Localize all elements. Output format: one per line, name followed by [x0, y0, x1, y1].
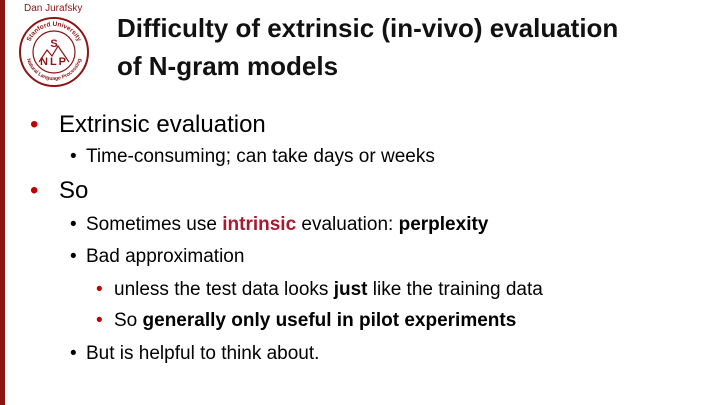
text-generally-only-useful: generally only useful in pilot experimen…: [142, 310, 517, 331]
logo-letter-n: N: [40, 56, 50, 68]
bullet-pilot-experiments: So generally only useful in pilot experi…: [114, 310, 516, 332]
text-evaluation: evaluation:: [296, 214, 399, 235]
bullet-bad-approximation: Bad approximation: [86, 246, 245, 267]
bullet-marker: •: [30, 177, 39, 204]
bullet-marker: •: [96, 310, 103, 331]
logo-letter-s: S: [50, 38, 57, 50]
text-like-training: like the training data: [367, 279, 543, 300]
author-name: Dan Jurafsky: [24, 3, 83, 14]
svg-text:NLP: NLP: [40, 56, 68, 68]
stanford-nlp-logo: Stanford University Natural Language Pro…: [19, 17, 89, 87]
text-perplexity: perplexity: [398, 214, 489, 235]
logo-letter-p: P: [59, 56, 68, 68]
left-border-bar: [0, 0, 5, 405]
bullet-extrinsic-evaluation: Extrinsic evaluation: [59, 111, 266, 138]
slide-title: Difficulty of extrinsic (in-vivo) evalua…: [117, 9, 707, 85]
bullet-marker: •: [70, 214, 77, 235]
bullet-so: So: [59, 177, 89, 204]
bullet-marker: •: [96, 279, 103, 300]
text-just: just: [333, 279, 368, 300]
text-intrinsic: intrinsic: [222, 214, 297, 235]
slide-title-line1: Difficulty of extrinsic (in-vivo) evalua…: [117, 13, 619, 43]
slide-title-line2: of N-gram models: [117, 51, 339, 81]
bullet-marker: •: [70, 146, 77, 167]
bullet-marker: •: [70, 246, 77, 267]
bullet-unless-test-data: unless the test data looks just like the…: [114, 279, 543, 301]
bullet-marker: •: [70, 343, 77, 364]
bullet-marker: •: [30, 111, 39, 138]
logo-letter-l: L: [50, 56, 59, 68]
text-so: So: [114, 310, 143, 331]
text-sometimes-use: Sometimes use: [86, 214, 223, 235]
bullet-time-consuming: Time-consuming; can take days or weeks: [86, 146, 435, 167]
bullet-sometimes-intrinsic: Sometimes use intrinsic evaluation: perp…: [86, 214, 488, 236]
bullet-helpful-to-think: But is helpful to think about.: [86, 343, 320, 364]
text-unless: unless the test data looks: [114, 279, 334, 300]
